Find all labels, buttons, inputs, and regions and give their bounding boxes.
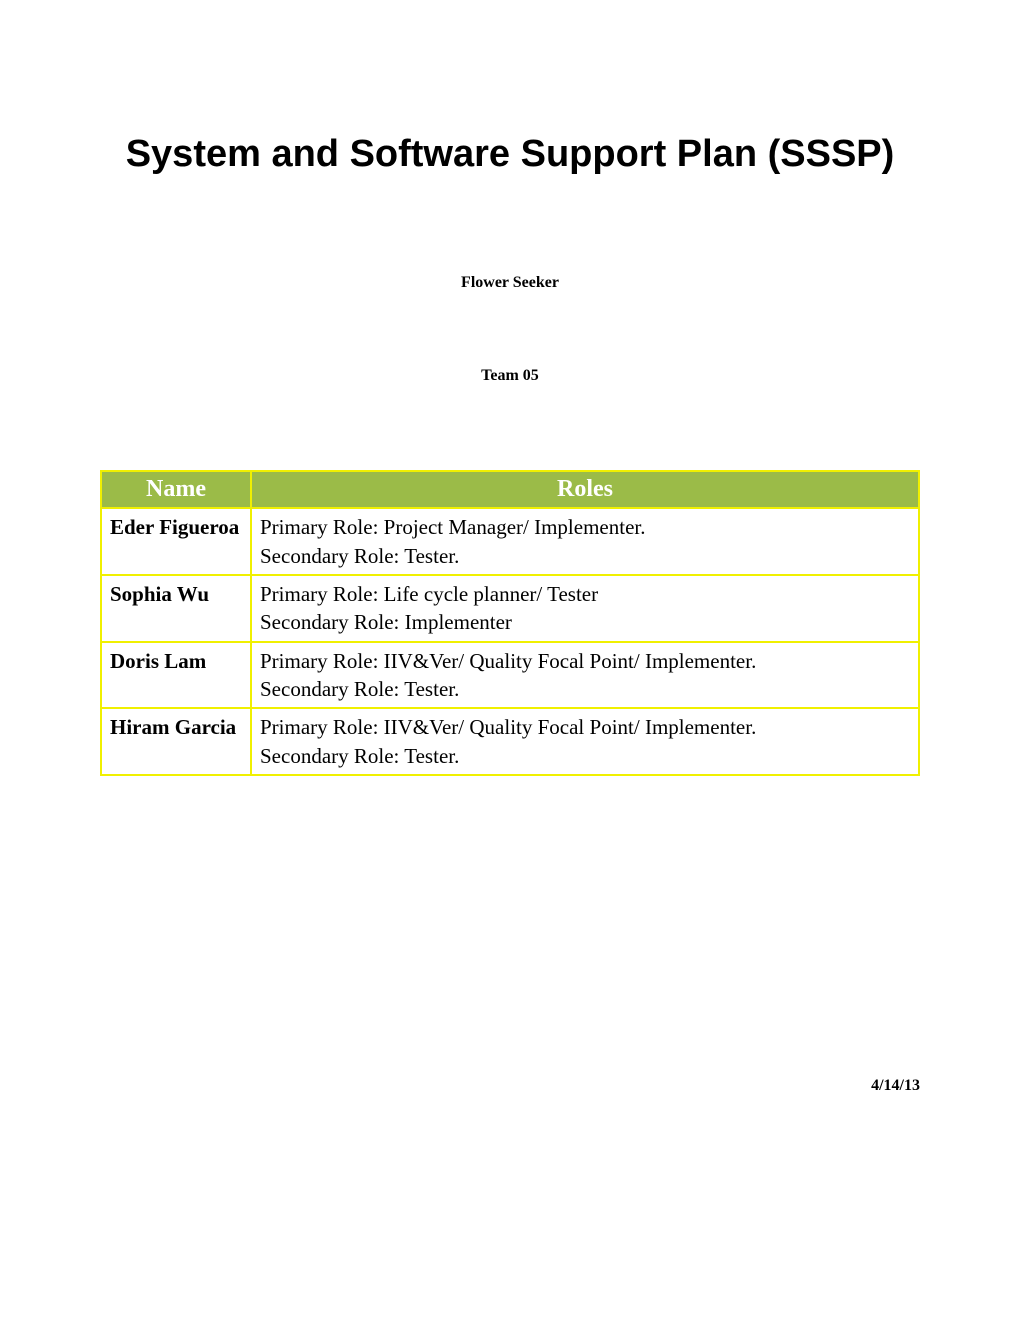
secondary-role: Secondary Role: Tester.: [260, 744, 459, 768]
roles-cell: Primary Role: Project Manager/ Implement…: [251, 508, 919, 575]
roles-cell: Primary Role: Life cycle planner/ Tester…: [251, 575, 919, 642]
name-cell: Eder Figueroa: [101, 508, 251, 575]
primary-role: Primary Role: IIV&Ver/ Quality Focal Poi…: [260, 649, 756, 673]
table-row: Sophia Wu Primary Role: Life cycle plann…: [101, 575, 919, 642]
team-label: Team 05: [100, 367, 920, 385]
secondary-role: Secondary Role: Tester.: [260, 677, 459, 701]
roles-cell: Primary Role: IIV&Ver/ Quality Focal Poi…: [251, 642, 919, 709]
roles-cell: Primary Role: IIV&Ver/ Quality Focal Poi…: [251, 708, 919, 775]
roles-table: Name Roles Eder Figueroa Primary Role: P…: [100, 470, 920, 776]
table-row: Doris Lam Primary Role: IIV&Ver/ Quality…: [101, 642, 919, 709]
primary-role: Primary Role: IIV&Ver/ Quality Focal Poi…: [260, 715, 756, 739]
document-title: System and Software Support Plan (SSSP): [100, 130, 920, 179]
footer-date: 4/14/13: [871, 1077, 920, 1095]
column-header-name: Name: [101, 471, 251, 508]
secondary-role: Secondary Role: Implementer: [260, 610, 512, 634]
primary-role: Primary Role: Life cycle planner/ Tester: [260, 582, 598, 606]
column-header-roles: Roles: [251, 471, 919, 508]
table-row: Hiram Garcia Primary Role: IIV&Ver/ Qual…: [101, 708, 919, 775]
secondary-role: Secondary Role: Tester.: [260, 544, 459, 568]
name-cell: Sophia Wu: [101, 575, 251, 642]
name-cell: Doris Lam: [101, 642, 251, 709]
project-name: Flower Seeker: [100, 274, 920, 292]
table-row: Eder Figueroa Primary Role: Project Mana…: [101, 508, 919, 575]
primary-role: Primary Role: Project Manager/ Implement…: [260, 515, 645, 539]
table-header-row: Name Roles: [101, 471, 919, 508]
name-cell: Hiram Garcia: [101, 708, 251, 775]
